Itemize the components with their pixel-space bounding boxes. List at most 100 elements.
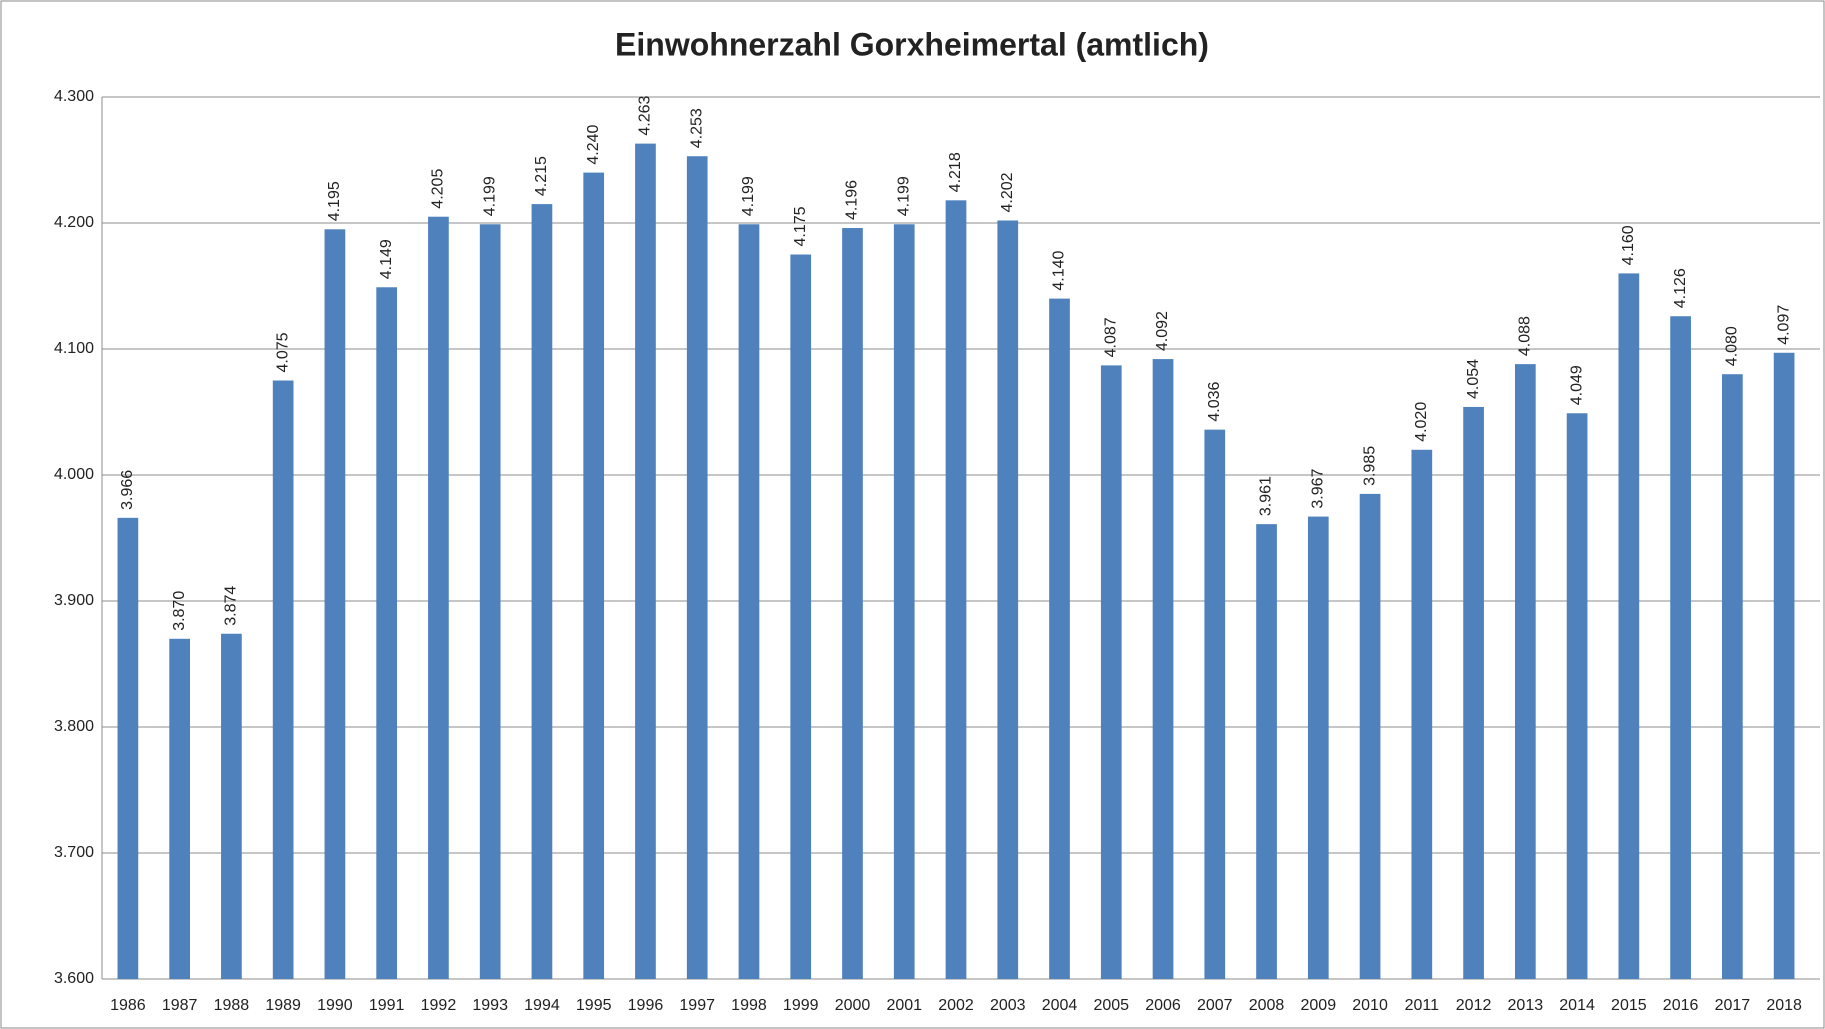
x-tick-label: 1993	[472, 997, 508, 1014]
bar	[1411, 449, 1433, 979]
bar	[738, 224, 760, 979]
bar	[893, 224, 915, 979]
x-tick-label: 1998	[731, 997, 767, 1014]
bar	[1514, 364, 1536, 979]
value-label: 4.253	[688, 108, 705, 148]
bar	[117, 517, 139, 979]
value-label: 4.202	[999, 172, 1016, 212]
value-label: 4.160	[1620, 225, 1637, 265]
value-label: 4.199	[895, 176, 912, 216]
x-tick-label: 2015	[1611, 997, 1647, 1014]
value-label: 4.088	[1517, 316, 1534, 356]
value-label: 3.961	[1258, 476, 1275, 516]
bar	[686, 156, 708, 980]
x-tick-label: 1995	[576, 997, 612, 1014]
bar	[635, 143, 656, 979]
x-tick-label: 2004	[1042, 997, 1078, 1014]
y-tick-label: 3.700	[54, 844, 94, 861]
bar	[221, 633, 242, 979]
x-tick-label: 1987	[162, 997, 198, 1014]
x-tick-label: 1989	[265, 997, 301, 1014]
x-tick-label: 1997	[679, 997, 715, 1014]
x-tick-label: 2003	[990, 997, 1026, 1014]
value-label: 4.196	[844, 180, 861, 220]
bar	[1204, 429, 1226, 979]
bar	[479, 224, 501, 979]
x-tick-label: 2010	[1352, 997, 1388, 1014]
x-tick-label: 2017	[1715, 997, 1751, 1014]
bar	[583, 172, 605, 980]
value-label: 3.967	[1310, 468, 1327, 508]
bar	[842, 228, 863, 980]
x-tick-label: 2000	[835, 997, 871, 1014]
y-tick-label: 4.300	[54, 88, 94, 105]
bar	[1049, 298, 1070, 980]
bar	[531, 204, 553, 980]
value-label: 3.966	[119, 470, 136, 510]
value-label: 4.140	[1051, 250, 1068, 290]
x-tick-label: 2018	[1766, 997, 1802, 1014]
bar	[945, 200, 967, 979]
x-tick-label: 2001	[886, 997, 922, 1014]
x-tick-label: 2008	[1249, 997, 1285, 1014]
value-label: 4.195	[326, 181, 343, 221]
x-tick-label: 1994	[524, 997, 560, 1014]
value-label: 4.020	[1413, 402, 1430, 442]
x-tick-label: 1996	[628, 997, 664, 1014]
x-tick-label: 1999	[783, 997, 819, 1014]
value-label: 4.087	[1102, 317, 1119, 357]
value-label: 4.092	[1154, 311, 1171, 351]
y-tick-label: 4.200	[54, 214, 94, 231]
value-label: 4.175	[792, 206, 809, 246]
bar	[376, 287, 398, 979]
bar	[428, 216, 449, 979]
bar	[790, 254, 812, 979]
value-label: 4.054	[1465, 359, 1482, 399]
value-label: 4.215	[533, 156, 550, 196]
value-label: 4.199	[481, 176, 498, 216]
x-tick-label: 2014	[1559, 997, 1595, 1014]
x-tick-label: 1986	[110, 997, 146, 1014]
y-tick-label: 3.800	[54, 718, 94, 735]
bar	[272, 380, 294, 979]
bar	[1618, 273, 1640, 979]
value-label: 4.240	[585, 124, 602, 164]
x-tick-label: 1992	[421, 997, 457, 1014]
x-tick-label: 2006	[1145, 997, 1181, 1014]
value-label: 4.218	[947, 152, 964, 192]
x-tick-label: 2005	[1093, 997, 1129, 1014]
value-label: 4.205	[430, 169, 447, 209]
bar	[1100, 365, 1122, 979]
value-label: 4.263	[637, 95, 654, 135]
value-label: 3.870	[171, 591, 188, 631]
y-tick-label: 4.000	[54, 466, 94, 483]
value-label: 3.985	[1361, 446, 1378, 486]
x-tick-label: 1988	[214, 997, 250, 1014]
y-tick-label: 3.600	[54, 970, 94, 987]
chart-title: Einwohnerzahl Gorxheimertal (amtlich)	[615, 26, 1209, 62]
value-label: 4.075	[274, 332, 291, 372]
bar	[324, 229, 346, 980]
x-tick-label: 1991	[369, 997, 405, 1014]
x-tick-label: 1990	[317, 997, 353, 1014]
y-tick-label: 4.100	[54, 340, 94, 357]
y-tick-label: 3.900	[54, 592, 94, 609]
x-tick-label: 2011	[1405, 997, 1440, 1014]
x-tick-label: 2016	[1663, 997, 1699, 1014]
bar	[1359, 493, 1381, 979]
value-label: 4.097	[1775, 305, 1792, 345]
bar	[1566, 413, 1588, 979]
value-label: 4.149	[378, 239, 395, 279]
x-tick-label: 2009	[1301, 997, 1337, 1014]
bar	[997, 220, 1019, 980]
bar	[1722, 374, 1743, 979]
bar	[1256, 524, 1277, 979]
x-tick-label: 2013	[1508, 997, 1544, 1014]
value-label: 4.036	[1206, 381, 1223, 421]
bar	[1152, 359, 1174, 980]
value-label: 4.049	[1568, 365, 1585, 405]
value-label: 3.874	[223, 586, 240, 626]
x-tick-label: 2012	[1456, 997, 1492, 1014]
value-label: 4.126	[1672, 268, 1689, 308]
